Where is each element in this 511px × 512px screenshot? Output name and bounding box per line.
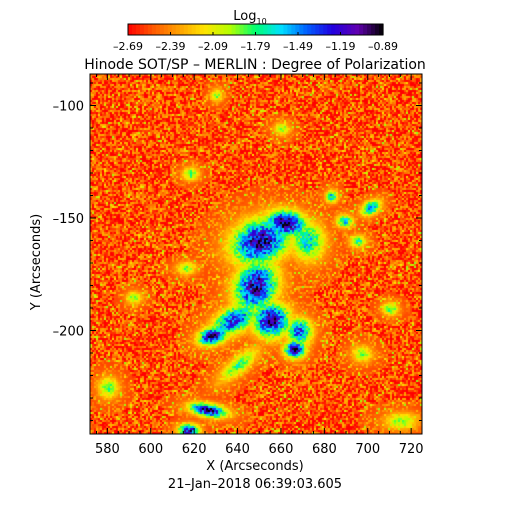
- colorbar-segment: [191, 24, 197, 35]
- colorbar-segment: [279, 24, 284, 35]
- x-tick-label: 700: [355, 442, 380, 457]
- colorbar-segment: [128, 24, 133, 35]
- colorbar-segment: [295, 24, 300, 35]
- colorbar-segment: [351, 24, 356, 35]
- timestamp: 21–Jan–2018 06:39:03.605: [168, 477, 342, 492]
- colorbar-segment: [195, 24, 201, 35]
- colorbar-title: Log10: [233, 9, 266, 26]
- colorbar-segment: [147, 24, 153, 35]
- colorbar-segment: [263, 24, 269, 35]
- colorbar-segment: [139, 24, 145, 35]
- y-tick-label: –150: [53, 212, 84, 227]
- colorbar-segment: [159, 24, 165, 35]
- y-tick-label: –200: [53, 325, 84, 340]
- chart-title: Hinode SOT/SP – MERLIN : Degree of Polar…: [84, 57, 426, 73]
- colorbar-segment: [243, 24, 249, 35]
- colorbar-segment: [259, 24, 265, 35]
- colorbar-segment: [215, 24, 221, 35]
- colorbar-segment: [155, 24, 161, 35]
- colorbar-segment: [239, 24, 245, 35]
- colorbar-segment: [347, 24, 352, 35]
- x-tick-label: 580: [95, 442, 120, 457]
- colorbar-tick-label: –2.39: [156, 40, 186, 53]
- colorbar-segment: [311, 24, 316, 35]
- colorbar: [127, 23, 384, 36]
- x-axis-ticks: [96, 74, 423, 434]
- colorbar-segment: [327, 24, 332, 35]
- colorbar-tick-label: –1.79: [241, 40, 271, 53]
- colorbar-segment: [179, 24, 185, 35]
- colorbar-segment: [323, 24, 328, 35]
- colorbar-tick-label: –0.89: [368, 40, 398, 53]
- colorbar-segment: [287, 24, 292, 35]
- colorbar-segment: [343, 24, 348, 35]
- colorbar-segment: [227, 24, 233, 35]
- colorbar-segment: [183, 24, 189, 35]
- colorbar-segment: [299, 24, 304, 35]
- colorbar-segment: [267, 24, 273, 35]
- colorbar-segment: [143, 24, 149, 35]
- colorbar-segment: [135, 24, 141, 35]
- colorbar-ticks: [127, 32, 384, 35]
- colorbar-segment: [199, 24, 205, 35]
- colorbar-segment: [163, 24, 169, 35]
- colorbar-tick-labels: –2.69 –2.39 –2.09 –1.79 –1.49 –1.19 –0.89: [113, 40, 398, 53]
- colorbar-segment: [371, 24, 376, 35]
- colorbar-segment: [303, 24, 308, 35]
- colorbar-segment: [255, 24, 261, 35]
- colorbar-segment: [131, 24, 137, 35]
- colorbar-segment: [211, 24, 217, 35]
- colorbar-segment: [331, 24, 336, 35]
- colorbar-segment: [355, 24, 360, 35]
- x-tick-label: 720: [399, 442, 424, 457]
- colorbar-tick-label: –1.49: [283, 40, 313, 53]
- colorbar-segment: [363, 24, 368, 35]
- colorbar-segment: [187, 24, 193, 35]
- colorbar-segment: [379, 24, 384, 35]
- colorbar-segment: [231, 24, 237, 35]
- y-axis-label: Y (Arcseconds): [29, 214, 44, 311]
- colorbar-tick-label: –1.19: [326, 40, 356, 53]
- colorbar-segment: [319, 24, 324, 35]
- colorbar-segment: [275, 24, 281, 35]
- colorbar-segment: [367, 24, 372, 35]
- heatmap-image: [90, 74, 422, 434]
- colorbar-tick-label: –2.09: [198, 40, 228, 53]
- y-axis-tick-labels: –100 –150 –200: [53, 100, 84, 340]
- colorbar-segment: [359, 24, 364, 35]
- colorbar-segment: [375, 24, 380, 35]
- heatmap-raster: [90, 74, 422, 434]
- colorbar-segment: [335, 24, 340, 35]
- x-tick-label: 620: [182, 442, 207, 457]
- x-tick-label: 680: [312, 442, 337, 457]
- colorbar-segment: [283, 24, 288, 35]
- x-tick-label: 600: [138, 442, 163, 457]
- x-axis-label: X (Arcseconds): [206, 459, 303, 474]
- plot-frame: [89, 73, 423, 435]
- y-tick-label: –100: [53, 100, 84, 115]
- colorbar-segment: [307, 24, 312, 35]
- colorbar-segment: [271, 24, 277, 35]
- colorbar-segment: [251, 24, 257, 35]
- colorbar-segment: [175, 24, 181, 35]
- colorbar-segment: [247, 24, 253, 35]
- x-axis-tick-labels: 580 600 620 640 660 680 700 720: [95, 442, 424, 457]
- colorbar-segment: [167, 24, 173, 35]
- colorbar-segment: [207, 24, 213, 35]
- colorbar-segment: [223, 24, 229, 35]
- colorbar-segment: [315, 24, 320, 35]
- colorbar-tick-label: –2.69: [113, 40, 143, 53]
- colorbar-segment: [203, 24, 209, 35]
- colorbar-segment: [235, 24, 241, 35]
- colorbar-segment: [171, 24, 177, 35]
- colorbar-segment: [339, 24, 344, 35]
- colorbar-segment: [291, 24, 296, 35]
- colorbar-segment: [151, 24, 157, 35]
- y-axis-ticks: [90, 82, 422, 421]
- colorbar-segment: [219, 24, 225, 35]
- x-tick-label: 660: [269, 442, 294, 457]
- x-tick-label: 640: [225, 442, 250, 457]
